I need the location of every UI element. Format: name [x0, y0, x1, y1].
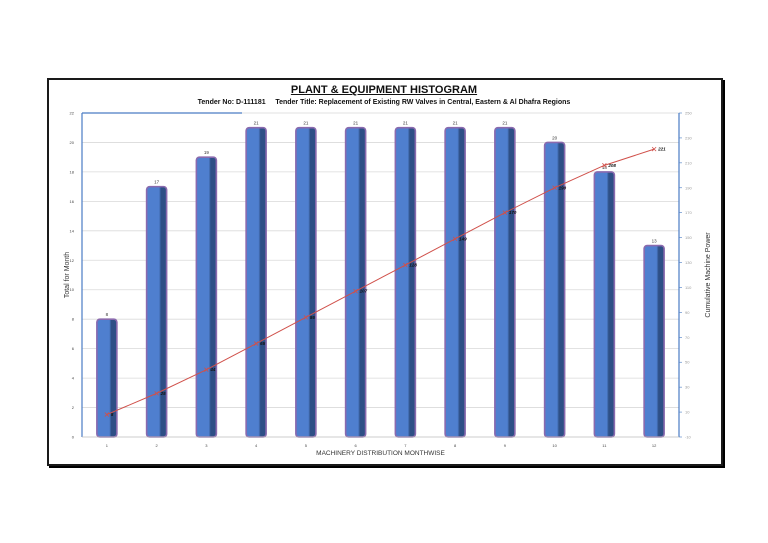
line-marker-icon	[403, 262, 408, 268]
histogram-bar	[96, 318, 118, 438]
line-marker-icon	[651, 146, 657, 152]
line-value-label: 221	[657, 147, 666, 152]
x-tick-label: 4	[255, 443, 258, 448]
y-tick-label: 18	[70, 169, 75, 174]
line-marker-icon	[353, 288, 358, 294]
y2-tick-label: -10	[685, 435, 692, 440]
bar-value-label: 21	[453, 121, 459, 126]
y2-tick-label: 210	[685, 160, 692, 165]
line-marker-icon	[104, 412, 110, 417]
x-tick-label: 2	[156, 443, 159, 448]
line-value-label: 8	[111, 412, 114, 417]
y-tick-label: 22	[70, 111, 75, 116]
y-tick-label: 6	[72, 346, 75, 351]
cumulative-line	[106, 148, 655, 416]
y2-tick-label: 230	[685, 135, 692, 140]
y2-tick-label: 250	[685, 111, 692, 116]
y2-tick-label: 150	[685, 235, 692, 240]
line-value-label: 170	[509, 210, 517, 215]
x-tick-label: 9	[504, 443, 507, 448]
bar-value-label: 13	[652, 239, 658, 244]
line-value-label: 25	[160, 391, 167, 396]
y2-tick-label: 90	[685, 310, 690, 315]
histogram-bar	[643, 244, 665, 438]
histogram-bar	[444, 126, 466, 438]
x-tick-label: 8	[454, 443, 457, 448]
y2-tick-label: 130	[685, 260, 692, 265]
histogram-bar	[593, 171, 616, 438]
bar-value-label: 21	[403, 121, 409, 126]
line-value-label: 44	[209, 367, 216, 372]
x-axis-title: MACHINERY DISTRIBUTION MONTHWISE	[316, 450, 445, 457]
y2-tick-label: 70	[685, 335, 690, 340]
line-marker-icon	[303, 315, 309, 320]
line-value-label: 149	[459, 236, 467, 241]
x-tick-label: 10	[552, 443, 557, 448]
x-tick-label: 7	[404, 443, 407, 448]
histogram-bar	[394, 126, 417, 438]
line-marker-icon	[502, 210, 508, 215]
x-tick-label: 3	[205, 443, 208, 448]
y-tick-label: 4	[72, 376, 75, 381]
line-marker-icon	[253, 341, 259, 346]
histogram-bar	[494, 126, 516, 438]
bar-value-label: 8	[106, 312, 109, 317]
y-tick-label: 16	[70, 199, 75, 204]
y2-tick-label: 10	[685, 410, 690, 415]
bar-value-label: 21	[353, 121, 359, 126]
y2-tick-label: 50	[685, 360, 690, 365]
y-axis-title: Total for Month	[64, 252, 71, 298]
y-tick-label: 20	[70, 140, 75, 145]
line-marker-icon	[204, 367, 209, 372]
line-marker-icon	[452, 236, 458, 242]
x-tick-label: 6	[355, 443, 358, 448]
histogram-bar	[245, 126, 267, 438]
x-tick-label: 5	[305, 443, 308, 448]
y2-tick-label: 110	[685, 285, 692, 290]
bar-value-label: 21	[254, 121, 260, 126]
y-tick-label: 0	[72, 435, 75, 440]
line-value-label: 107	[360, 289, 368, 294]
line-value-label: 190	[559, 185, 567, 190]
y-tick-label: 2	[72, 405, 75, 410]
bar-value-label: 20	[552, 135, 558, 140]
histogram-bar	[295, 126, 317, 438]
y-tick-label: 8	[72, 317, 75, 322]
line-marker-icon	[154, 391, 159, 396]
line-marker-icon	[552, 185, 557, 191]
x-tick-label: 11	[602, 443, 607, 448]
y2-axis-title: Cumulative Machine Power	[705, 232, 712, 318]
line-value-label: 86	[310, 315, 316, 320]
x-tick-label: 1	[106, 443, 109, 448]
bar-value-label: 21	[502, 121, 508, 126]
line-value-label: 65	[260, 341, 266, 346]
x-tick-label: 12	[652, 443, 657, 448]
histogram-bar	[145, 185, 168, 438]
line-value-label: 128	[409, 263, 417, 268]
y-tick-label: 14	[70, 228, 75, 233]
bar-value-label: 19	[204, 150, 210, 155]
histogram-bar	[195, 156, 218, 438]
y2-tick-label: 190	[685, 185, 692, 190]
histogram-bar	[344, 126, 367, 438]
bar-value-label: 17	[154, 180, 160, 185]
y-tick-label: 12	[70, 258, 75, 263]
y2-tick-label: 30	[685, 385, 690, 390]
chart-subtitle: Tender No: D-111181 Tender Title: Replac…	[197, 99, 571, 106]
bar-value-label: 21	[303, 121, 309, 126]
y-tick-label: 10	[70, 287, 75, 292]
y2-tick-label: 170	[685, 210, 692, 215]
line-marker-icon	[602, 163, 607, 168]
bar-value-label: 18	[602, 165, 608, 170]
line-value-label: 208	[607, 163, 616, 168]
chart-title: PLANT & EQUIPMENT HISTOGRAM	[290, 84, 478, 96]
